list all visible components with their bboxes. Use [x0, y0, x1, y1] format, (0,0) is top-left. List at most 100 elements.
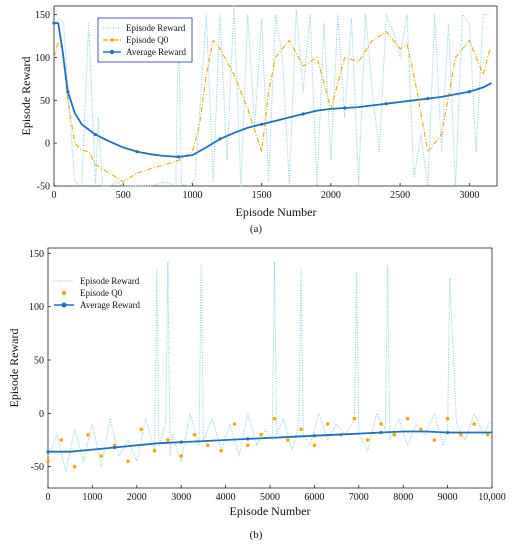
- panel-a-average-reward-point: [384, 102, 388, 106]
- legend-b-episode-q0-label: Episode Q0: [80, 288, 123, 298]
- panel-b-episode-q0-point: [246, 443, 250, 448]
- panel-a-average-reward-point: [218, 137, 222, 141]
- panel-b-episode-q0-point: [312, 443, 317, 448]
- panel-b-caption: (b): [250, 529, 263, 541]
- panel-b-episode-q0-point: [99, 454, 104, 458]
- panel-b-episode-q0-point: [286, 438, 290, 442]
- panel-b-xtick-label: 6000: [304, 492, 324, 503]
- panel-b-episode-q0-point: [166, 438, 170, 442]
- panel-a-plot-frame: [53, 5, 498, 187]
- panel-b-episode-q0-point: [219, 448, 223, 453]
- panel-a-caption: (a): [250, 223, 263, 235]
- panel-b-average-reward-point: [46, 450, 50, 454]
- panel-a-average-reward-point: [260, 122, 264, 126]
- panel-a-average-reward-point: [135, 150, 139, 154]
- panel-b-xtick-label: 3000: [171, 492, 191, 503]
- panel-b-xtick-label: 7000: [349, 492, 369, 503]
- panel-b-xtick-label: 10,000: [478, 492, 506, 503]
- legend-b-episode-reward-label: Episode Reward: [80, 276, 140, 286]
- panel-b-episode-q0-point: [459, 432, 463, 437]
- panel-b-chart: 0 1000 2000 3000 4000 5000 6000 7000 8000 9000 10,…: [7, 247, 506, 541]
- panel-b-xtick-label: 1000: [82, 492, 102, 503]
- panel-b-episode-q0-point: [86, 432, 90, 437]
- panel-b-average-reward-line: [48, 430, 492, 453]
- panel-b-episode-q0-point: [152, 448, 157, 453]
- panel-b-ytick-label: -50: [31, 462, 44, 473]
- panel-a-xtick-label: 2500: [390, 190, 410, 201]
- panel-b-ylabel: Episode Reward: [7, 329, 21, 408]
- panel-b-xtick-label: 2000: [127, 492, 147, 503]
- panel-a-xtick-label: 1500: [252, 190, 272, 201]
- legend-a-average-reward-label: Average Reward: [126, 47, 187, 57]
- panel-a-ytick-label: 150: [35, 10, 50, 21]
- panel-b-episode-q0-point: [325, 422, 330, 426]
- panel-b-ytick-label: 0: [39, 409, 44, 420]
- panel-b-episode-q0-point: [432, 438, 437, 442]
- panel-b-episode-q0-point: [392, 432, 397, 437]
- panel-b-episode-q0-point: [445, 416, 450, 421]
- panel-a-xtick-label: 500: [116, 190, 131, 201]
- panel-a-ytick-label: -50: [37, 182, 50, 193]
- legend-b-average-reward-label: Average Reward: [80, 300, 141, 310]
- panel-b-ticks-layer: 0 1000 2000 3000 4000 5000 6000 7000 8000 9000 10,…: [29, 249, 506, 503]
- panel-b-xtick-label: 8000: [393, 492, 413, 503]
- panel-a-ytick-label: 100: [35, 53, 50, 64]
- panel-a-xtick-label: 2000: [321, 190, 341, 201]
- panel-b-xlabel: Episode Number: [230, 504, 311, 518]
- panel-b-episode-q0-point: [192, 432, 197, 437]
- panel-a-average-reward-point: [66, 90, 70, 94]
- panel-b-episode-q0-point: [379, 422, 383, 426]
- panel-a-series-layer: [52, 5, 492, 187]
- panel-b-xtick-label: 5000: [260, 492, 280, 503]
- panel-a-average-reward-point: [52, 21, 56, 25]
- panel-b-xtick-label: 4000: [216, 492, 236, 503]
- panel-b-average-reward-point: [179, 440, 183, 444]
- panel-b-episode-q0-point: [126, 459, 130, 464]
- panel-b-episode-q0-point: [179, 454, 183, 458]
- panel-b-episode-q0-point: [419, 427, 423, 432]
- panel-a-xtick-label: 1000: [182, 190, 202, 201]
- panel-b-episode-reward-line: [47, 261, 493, 473]
- panel-a-episode-reward-line: [53, 5, 491, 187]
- panel-b-legend: Episode Reward Episode Q0 Average Reward: [54, 276, 141, 310]
- panel-b-episode-q0-point: [272, 416, 277, 421]
- panel-b-series-layer: [46, 261, 493, 473]
- panel-b-average-reward-point: [446, 430, 450, 435]
- panel-b-episode-q0-point: [472, 422, 477, 426]
- panel-b-episode-q0-point: [206, 443, 210, 448]
- legend-a-episode-reward-label: Episode Reward: [126, 23, 186, 33]
- panel-b-episode-q0-point: [232, 422, 237, 426]
- panel-a-ytick-label: 50: [40, 96, 50, 107]
- panel-a-xtick-label: 0: [52, 190, 57, 201]
- panel-b-episode-q0-point: [259, 432, 263, 437]
- legend-a-average-reward-marker: [109, 49, 115, 55]
- panel-b-ytick-label: 100: [29, 302, 44, 313]
- panel-b-average-reward-point: [379, 430, 383, 435]
- panel-b-episode-q0-point: [405, 416, 410, 421]
- panel-b-episode-q0-point: [299, 427, 303, 432]
- panel-a-average-reward-point: [467, 90, 471, 94]
- panel-b-average-reward-point: [246, 437, 250, 441]
- legend-b-average-reward-marker: [61, 302, 67, 308]
- panel-a-average-reward-line: [54, 22, 492, 158]
- panel-a-average-reward-point: [93, 133, 98, 137]
- panel-a-average-reward-point: [177, 155, 181, 159]
- panel-b-episode-q0-point: [72, 464, 77, 469]
- panel-a-xtick-label: 3000: [459, 190, 479, 201]
- panel-b-episode-q0-point: [365, 438, 370, 442]
- panel-a-average-reward-point: [301, 112, 305, 116]
- panel-a-episode-q0-line: [53, 31, 491, 183]
- legend-a-episode-q0-marker: [110, 38, 114, 42]
- panel-b-average-reward-point: [312, 434, 316, 438]
- panel-b-ytick-label: 150: [29, 249, 44, 260]
- panel-a-average-reward-point: [426, 97, 430, 101]
- panel-a-ylabel: Episode Reward: [19, 57, 33, 136]
- legend-b-episode-q0-marker: [61, 290, 67, 296]
- panel-b-average-reward-point: [113, 445, 117, 450]
- legend-a-episode-q0-label: Episode Q0: [126, 35, 169, 45]
- panel-b-ytick-label: 50: [34, 356, 44, 367]
- panel-b-episode-q0-point: [485, 432, 490, 437]
- panel-b-xtick-label: 9000: [438, 492, 458, 503]
